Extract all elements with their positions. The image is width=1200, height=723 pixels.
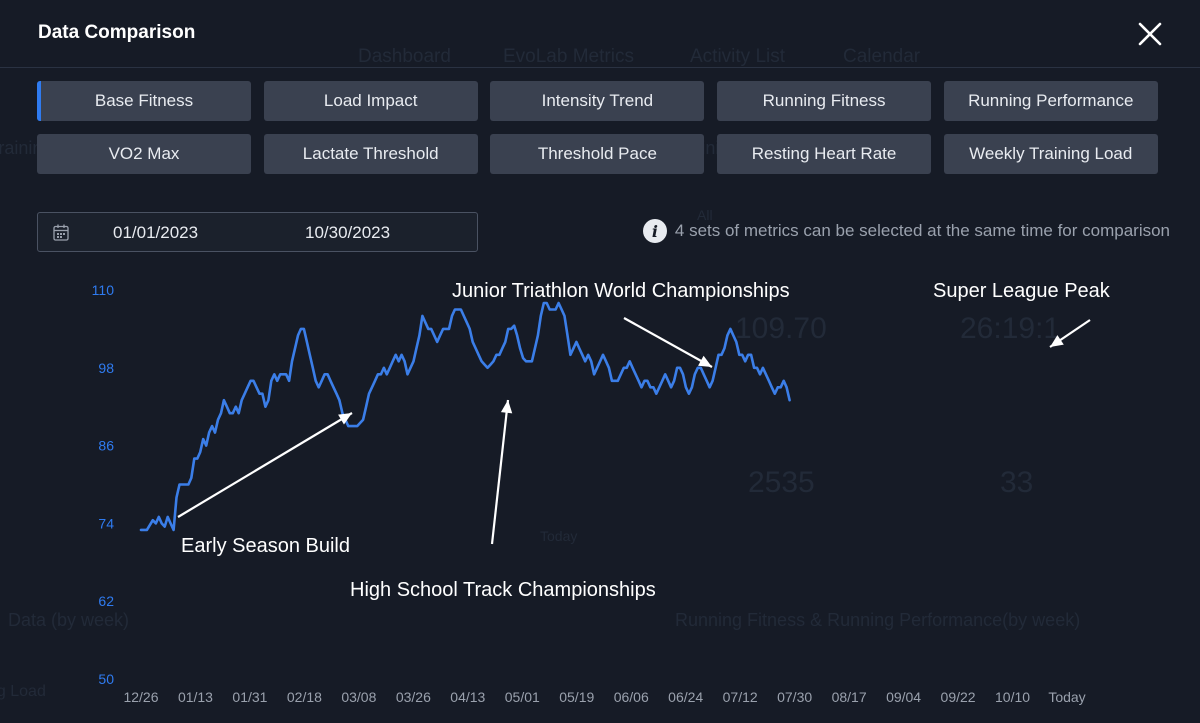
- y-tick-label: 110: [92, 282, 115, 298]
- modal-header: Data Comparison: [0, 0, 1200, 68]
- metric-button-load-impact[interactable]: Load Impact: [263, 81, 478, 121]
- date-range-picker[interactable]: 01/01/2023 10/30/2023: [37, 212, 478, 252]
- x-tick-label: 05/01: [505, 689, 540, 705]
- y-tick-label: 86: [98, 438, 114, 454]
- x-tick-label: 03/26: [396, 689, 431, 705]
- x-tick-label: 10/10: [995, 689, 1030, 705]
- close-icon[interactable]: [1134, 18, 1166, 50]
- modal-title: Data Comparison: [38, 22, 196, 43]
- metric-button-base-fitness[interactable]: Base Fitness: [37, 81, 251, 121]
- annotation-arrowhead: [1050, 335, 1064, 347]
- y-tick-label: 98: [98, 360, 114, 376]
- annotation-label: Junior Triathlon World Championships: [452, 280, 790, 302]
- x-axis: 12/26 01/13 01/31 02/18 03/08 03/26 04/13 05/01…: [123, 689, 1085, 705]
- metric-button-intensity-trend[interactable]: Intensity Trend: [490, 81, 705, 121]
- x-tick-label: 06/24: [668, 689, 703, 705]
- annotation-arrowhead: [698, 355, 712, 367]
- base-fitness-line: [139, 301, 791, 532]
- annotation-arrow: [623, 317, 713, 368]
- x-tick-label: 07/12: [723, 689, 758, 705]
- annotation-label: High School Track Championships: [350, 579, 656, 601]
- end-date[interactable]: 10/30/2023: [305, 223, 391, 242]
- x-tick-label: 01/13: [178, 689, 213, 705]
- metric-button-running-fitness[interactable]: Running Fitness: [717, 81, 932, 121]
- y-tick-label: 62: [98, 593, 114, 609]
- calendar-icon: [53, 224, 69, 241]
- y-tick-label: 74: [98, 515, 114, 531]
- x-tick-label: 01/31: [232, 689, 267, 705]
- x-tick-label: 09/22: [941, 689, 976, 705]
- base-fitness-chart: 110 98 86 74 62 50 12/26 01/13 01/31 02/18 03/08 0…: [92, 280, 1111, 705]
- x-tick-label: 08/17: [832, 689, 867, 705]
- metric-selector: Base Fitness Load Impact Intensity Trend Ru…: [37, 81, 1170, 174]
- metric-button-threshold-pace[interactable]: Threshold Pace: [490, 134, 705, 174]
- annotation-arrow: [177, 412, 353, 518]
- x-tick-label: 09/04: [886, 689, 921, 705]
- y-axis: 110 98 86 74 62 50: [92, 282, 115, 687]
- y-tick-label: 50: [98, 671, 114, 687]
- annotation-arrow: [490, 399, 510, 545]
- x-tick-label: 02/18: [287, 689, 322, 705]
- x-tick-label: 05/19: [559, 689, 594, 705]
- x-tick-label: 04/13: [450, 689, 485, 705]
- annotation-label: Super League Peak: [933, 280, 1111, 302]
- start-date[interactable]: 01/01/2023: [113, 223, 199, 242]
- x-tick-label: 12/26: [123, 689, 158, 705]
- annotation-arrowhead: [338, 413, 352, 425]
- metric-button-weekly-training-load[interactable]: Weekly Training Load: [943, 134, 1158, 174]
- annotation-arrowhead: [500, 400, 513, 414]
- x-tick-label: 07/30: [777, 689, 812, 705]
- x-tick-label: 06/06: [614, 689, 649, 705]
- info-icon: i: [642, 219, 667, 243]
- metric-button-resting-heart-rate[interactable]: Resting Heart Rate: [717, 134, 932, 174]
- metric-button-running-performance[interactable]: Running Performance: [943, 81, 1158, 121]
- info-text: 4 sets of metrics can be selected at the…: [674, 221, 1170, 240]
- info-note: i 4 sets of metrics can be selected at t…: [642, 219, 1170, 243]
- x-tick-label: Today: [1048, 689, 1085, 705]
- annotation-label: Early Season Build: [181, 535, 350, 557]
- x-tick-label: 03/08: [341, 689, 376, 705]
- metric-button-vo2-max[interactable]: VO2 Max: [37, 134, 251, 174]
- metric-button-lactate-threshold[interactable]: Lactate Threshold: [263, 134, 478, 174]
